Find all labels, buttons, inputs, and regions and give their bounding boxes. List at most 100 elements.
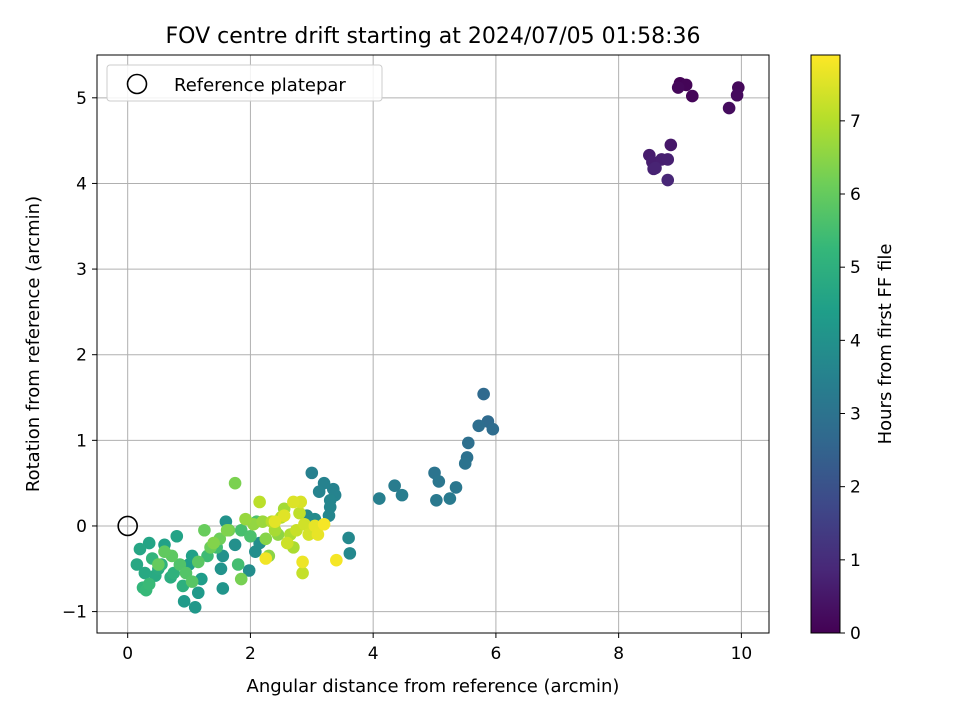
data-point <box>191 586 205 600</box>
data-point <box>170 529 184 543</box>
data-point <box>138 566 152 580</box>
y-tick-label: 5 <box>76 89 87 109</box>
data-point <box>342 531 355 545</box>
data-point <box>239 512 252 526</box>
colorbar-tick-label: 1 <box>850 551 861 571</box>
data-point <box>449 481 463 494</box>
y-tick-label: 0 <box>76 517 87 537</box>
colorbar-tick-label: 0 <box>850 624 861 644</box>
data-point <box>293 506 306 520</box>
y-tick-label: 2 <box>76 346 87 366</box>
data-point <box>158 545 171 558</box>
colorbar-gradient <box>810 54 841 634</box>
y-tick-label: 4 <box>76 174 87 194</box>
x-tick-label: 4 <box>368 644 379 664</box>
data-point <box>244 529 257 543</box>
data-point <box>486 422 500 436</box>
reference-platepar-marker <box>117 515 138 537</box>
y-axis-label: Rotation from reference (arcmin) <box>23 196 44 492</box>
colorbar-label: Hours from first FF file <box>875 244 896 445</box>
data-point <box>188 601 202 614</box>
data-point <box>130 558 144 571</box>
data-point <box>256 515 269 528</box>
data-point <box>152 558 165 571</box>
data-point <box>280 536 294 550</box>
data-point <box>330 553 343 567</box>
data-point <box>395 488 409 502</box>
colorbar-tick-label: 3 <box>850 405 861 425</box>
data-point <box>461 436 475 450</box>
data-point <box>311 528 325 541</box>
data-point <box>472 419 486 433</box>
data-point <box>228 476 242 490</box>
data-point <box>253 495 266 509</box>
data-point <box>133 542 147 556</box>
data-point <box>287 495 300 509</box>
x-tick-label: 0 <box>122 644 133 664</box>
colorbar-tick-label: 7 <box>850 112 861 132</box>
plot-frame <box>96 54 770 634</box>
data-point <box>231 558 245 571</box>
data-point <box>458 457 472 470</box>
data-point <box>305 466 319 480</box>
x-axis-ticks: 0 2 4 6 8 10 <box>122 633 752 664</box>
y-tick-label: 1 <box>76 431 87 451</box>
y-axis-ticks: −1 0 1 2 3 4 5 <box>62 89 97 623</box>
data-point <box>228 538 242 552</box>
y-tick-label: 3 <box>76 260 87 280</box>
data-point <box>432 475 446 488</box>
data-point <box>142 577 156 591</box>
legend-marker <box>126 73 148 95</box>
data-point <box>722 101 736 115</box>
data-point <box>277 509 291 522</box>
data-point <box>259 532 273 546</box>
x-tick-label: 10 <box>731 644 753 664</box>
data-point <box>685 89 699 103</box>
data-point <box>296 566 309 580</box>
data-point <box>191 555 205 569</box>
x-tick-label: 6 <box>490 644 501 664</box>
data-point <box>661 153 675 166</box>
colorbar-ticks: 0 1 2 3 4 5 6 7 <box>840 112 861 644</box>
plot-area <box>97 55 769 633</box>
data-point <box>443 492 457 505</box>
data-point <box>177 595 191 608</box>
data-point <box>477 387 490 401</box>
data-point <box>234 523 248 537</box>
data-point <box>649 161 662 175</box>
data-point <box>214 562 228 576</box>
data-point <box>234 572 248 586</box>
colorbar-tick-label: 5 <box>850 258 861 278</box>
chart-title: FOV centre drift starting at 2024/07/05 … <box>166 24 701 49</box>
data-point <box>312 485 326 499</box>
data-point <box>142 536 156 550</box>
x-axis-label: Angular distance from reference (arcmin) <box>247 676 620 697</box>
colorbar-tick-label: 4 <box>850 331 861 351</box>
data-point <box>242 564 256 577</box>
data-point <box>268 515 282 528</box>
colorbar-tick-label: 6 <box>850 185 861 205</box>
data-point <box>671 81 685 94</box>
data-point <box>388 479 401 493</box>
data-point <box>661 173 675 187</box>
data-point <box>296 555 309 569</box>
data-point <box>373 492 386 505</box>
legend-box <box>106 64 383 102</box>
data-points <box>130 76 745 614</box>
data-point <box>298 517 311 531</box>
data-point <box>207 536 220 550</box>
colorbar-tick-label: 2 <box>850 478 861 498</box>
data-point <box>220 523 234 537</box>
legend: Reference platepar <box>106 64 383 102</box>
data-point <box>730 88 744 102</box>
data-point <box>259 552 273 565</box>
x-tick-label: 8 <box>613 644 624 664</box>
data-point <box>216 582 230 595</box>
data-point <box>343 547 357 560</box>
legend-entry: Reference platepar <box>174 75 346 96</box>
colorbar: 0 1 2 3 4 5 6 7 Hours from first FF file <box>810 54 896 644</box>
x-tick-label: 2 <box>245 644 256 664</box>
data-point <box>198 523 211 537</box>
